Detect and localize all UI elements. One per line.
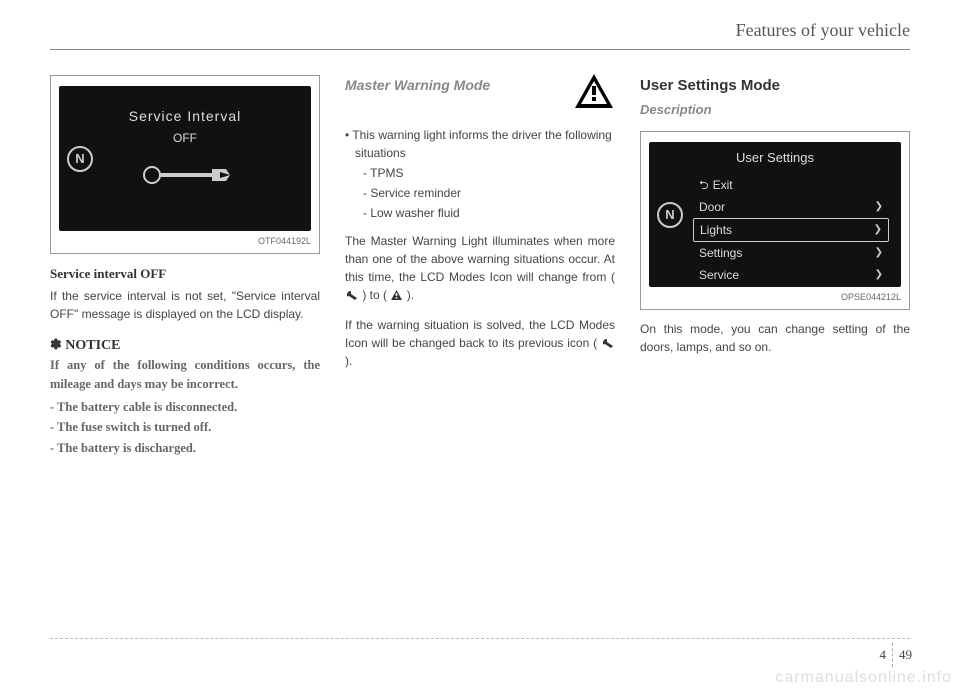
notice-label: NOTICE — [62, 338, 121, 353]
notice-heading: ✽ NOTICE — [50, 335, 320, 356]
chevron-right-icon: ❯ — [875, 245, 883, 260]
screen-user-settings: N User Settings ⮌ Exit Door ❯ Lights ❯ — [649, 142, 901, 287]
menu-label: Settings — [699, 244, 742, 262]
wrench-icon — [140, 162, 230, 188]
subhead: Service interval OFF — [50, 264, 320, 284]
sub-item: - Service reminder — [345, 184, 615, 202]
gear-badge-icon: N — [657, 202, 683, 228]
notice-item: - The battery is discharged. — [50, 439, 320, 458]
watermark: carmanualsonline.info — [775, 669, 952, 687]
figure-2: N User Settings ⮌ Exit Door ❯ Lights ❯ — [640, 131, 910, 310]
menu-label: Service — [699, 266, 739, 284]
menu-item-service: Service ❯ — [693, 264, 889, 286]
chevron-right-icon: ❯ — [875, 267, 883, 282]
footer-divider — [892, 643, 893, 667]
figure-caption: OTF044192L — [59, 235, 311, 249]
notice-body: If any of the following conditions occur… — [50, 356, 320, 394]
menu-list: ⮌ Exit Door ❯ Lights ❯ Settings ❯ — [693, 174, 901, 286]
bullet-block: • This warning light informs the driver … — [345, 126, 615, 222]
sub-item: - Low washer fluid — [345, 204, 615, 222]
menu-item-lights: Lights ❯ — [693, 218, 889, 242]
warning-small-icon — [390, 289, 403, 301]
notice-item: - The fuse switch is turned off. — [50, 418, 320, 437]
notice-list: - The battery cable is disconnected. - T… — [50, 398, 320, 458]
page-number: 49 — [899, 647, 912, 663]
gear-badge-icon: N — [67, 146, 93, 172]
body-text: The Master Warning Light illuminates whe… — [345, 232, 615, 304]
chevron-right-icon: ❯ — [875, 199, 883, 214]
menu-item-door: Door ❯ — [693, 196, 889, 218]
user-settings-title: User Settings Mode — [640, 75, 910, 98]
menu-item-settings: Settings ❯ — [693, 242, 889, 264]
text-fragment: ). — [407, 288, 414, 302]
wrench-small-icon — [601, 337, 615, 349]
text-fragment: ). — [345, 354, 352, 368]
body-text: If the warning situation is solved, the … — [345, 316, 615, 370]
warning-triangle-icon — [573, 72, 615, 110]
content-columns: N Service Interval OFF OTF044192L Servic… — [0, 50, 960, 458]
chevron-right-icon: ❯ — [874, 222, 882, 237]
figure-1: N Service Interval OFF OTF044192L — [50, 75, 320, 254]
figure-caption: OPSE044212L — [649, 291, 901, 305]
menu-label: Door — [699, 198, 725, 216]
section-header: Features of your vehicle — [0, 0, 960, 49]
screen-title: Service Interval — [59, 106, 311, 127]
screen-service-interval: N Service Interval OFF — [59, 86, 311, 231]
column-1: N Service Interval OFF OTF044192L Servic… — [50, 75, 320, 458]
menu-item-exit: ⮌ Exit — [693, 174, 889, 196]
wrench-small-icon — [345, 289, 359, 301]
sub-item: - TPMS — [345, 164, 615, 182]
menu-label: Lights — [700, 221, 732, 239]
column-3: User Settings Mode Description N User Se… — [640, 75, 910, 458]
notice-star-icon: ✽ — [50, 338, 62, 353]
menu-label: Exit — [713, 178, 733, 192]
text-fragment: The Master Warning Light illuminates whe… — [345, 234, 615, 284]
notice-item: - The battery cable is disconnected. — [50, 398, 320, 417]
page-footer: 4 49 — [880, 643, 913, 667]
text-fragment: ) to ( — [362, 288, 387, 302]
menu-title: User Settings — [649, 142, 901, 168]
description-label: Description — [640, 100, 910, 120]
body-text: If the service interval is not set, "Ser… — [50, 287, 320, 323]
bullet-lead: • This warning light informs the driver … — [345, 126, 615, 162]
return-icon: ⮌ — [699, 178, 709, 192]
body-text: On this mode, you can change setting of … — [640, 320, 910, 356]
column-2: Master Warning Mode • This warning light… — [345, 75, 615, 458]
chapter-number: 4 — [880, 647, 887, 663]
text-fragment: If the warning situation is solved, the … — [345, 318, 615, 350]
bottom-dashed-rule — [50, 638, 910, 639]
screen-subtitle: OFF — [59, 129, 311, 147]
section-title: Features of your vehicle — [736, 20, 910, 40]
